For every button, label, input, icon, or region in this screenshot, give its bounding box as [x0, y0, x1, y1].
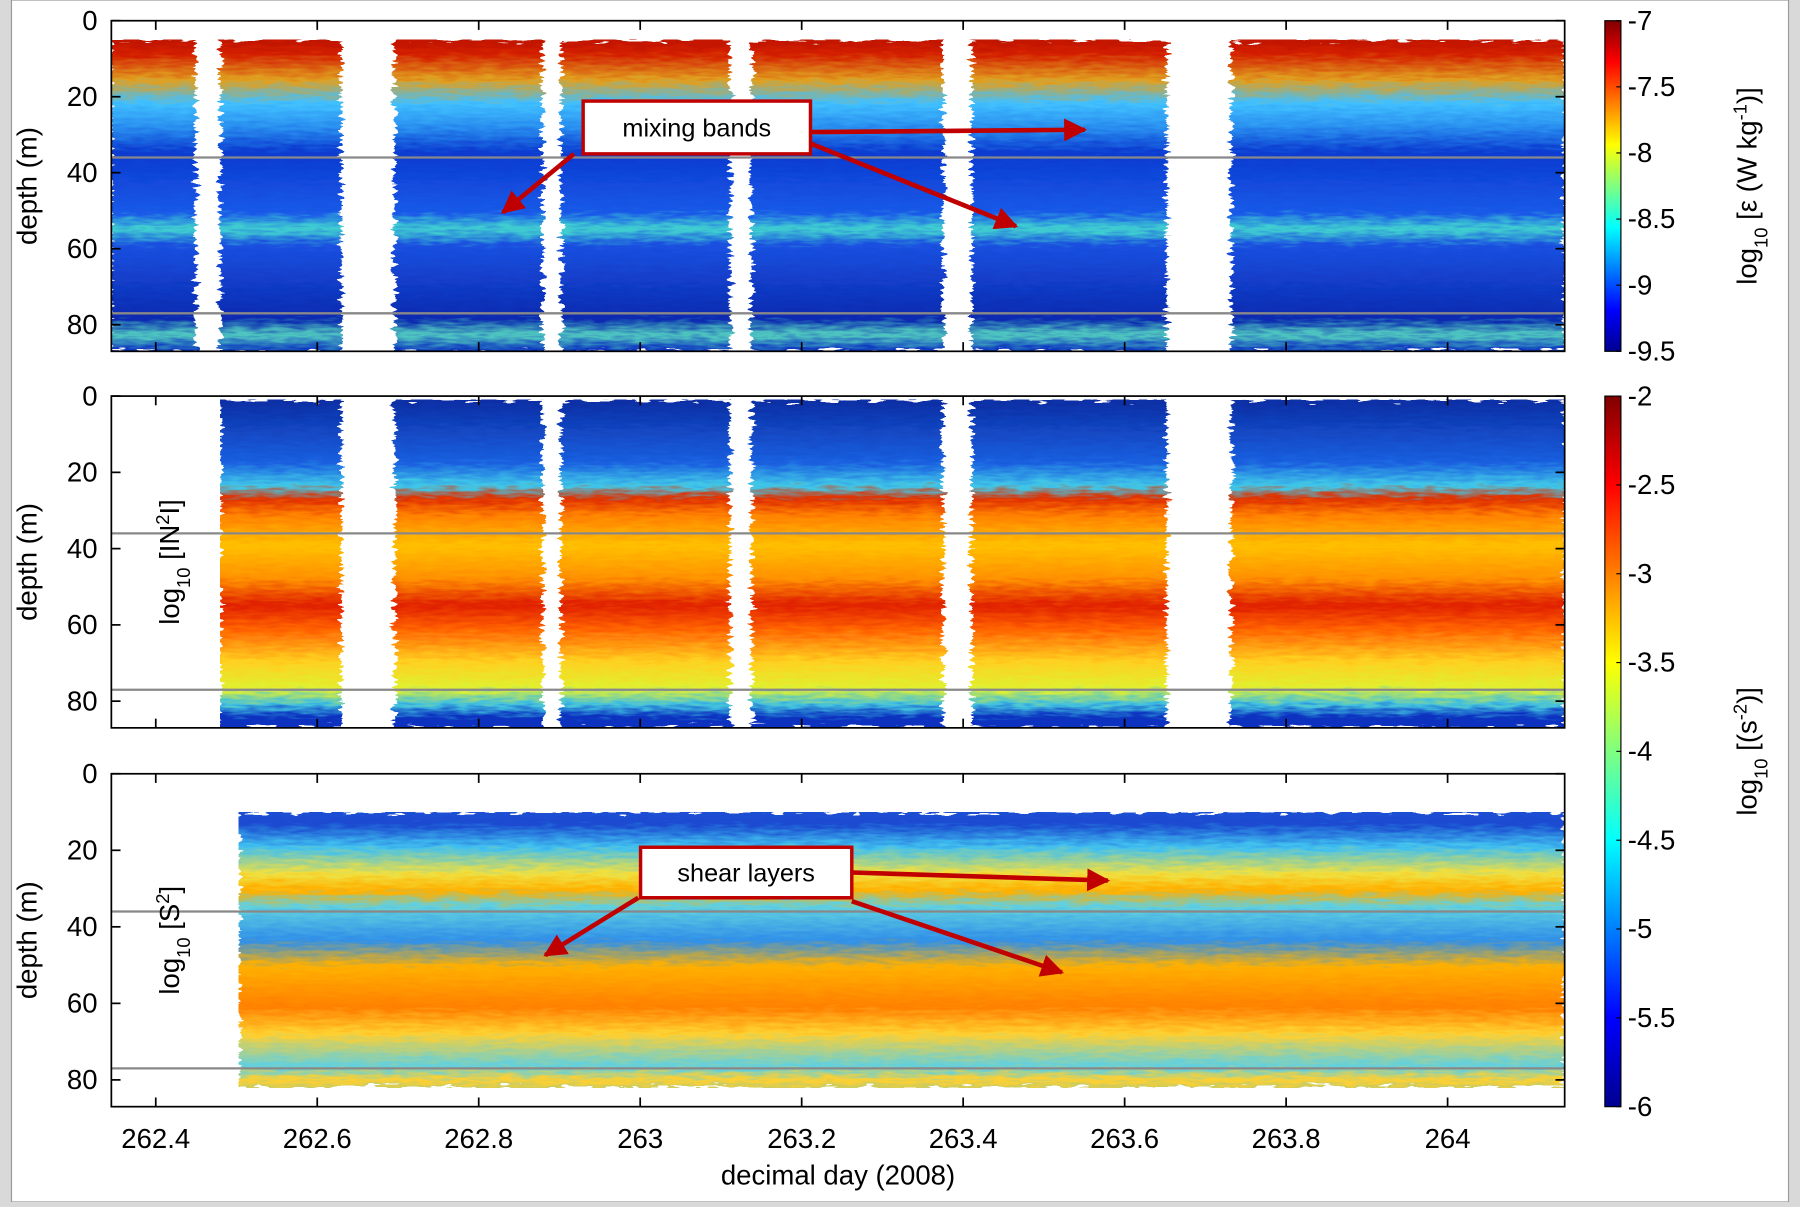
- y-tick-label: 40: [67, 533, 98, 564]
- colorbar-tick-label: -4.5: [1628, 824, 1675, 855]
- colorbar-tick-label: -8: [1628, 137, 1652, 168]
- label-part: )]: [1731, 87, 1762, 104]
- data-segment: [751, 399, 943, 728]
- y-tick-label: 0: [82, 5, 97, 36]
- data-segment: [220, 399, 342, 728]
- label-part: 10: [173, 937, 194, 957]
- colorbar-label: log10 [ε (W kg-1)]: [1729, 87, 1771, 285]
- y-tick-label: 80: [67, 1064, 98, 1095]
- plot-frame: [110, 19, 1566, 353]
- colorbar-tick-label: -6: [1628, 1091, 1652, 1122]
- annotation-arrow: [851, 868, 1111, 892]
- y-tick-label: 0: [82, 758, 97, 789]
- panel-label: log10 [S2]: [152, 886, 194, 995]
- annotation-box: [638, 845, 854, 900]
- x-tick-label: 263.2: [767, 1123, 836, 1154]
- label-part: ]: [154, 886, 185, 894]
- data-segment: [972, 39, 1167, 352]
- label-part: [(s: [1731, 720, 1762, 758]
- y-tick-label: 20: [67, 457, 98, 488]
- panel-label: log10 [IN2I]: [152, 499, 194, 625]
- data-segment: [972, 399, 1167, 728]
- colorbar-tick-label: -5.5: [1628, 1002, 1675, 1033]
- data-segment: [1231, 39, 1565, 352]
- heatmap-field: [220, 399, 1565, 728]
- label-part: 10: [1750, 228, 1771, 248]
- x-tick-label: 262.6: [283, 1123, 352, 1154]
- label-part: -1: [1729, 104, 1750, 120]
- y-axis-label: depth (m): [12, 503, 43, 621]
- y-tick-label: 60: [67, 233, 98, 264]
- data-segment: [238, 812, 1565, 1088]
- y-tick-label: 40: [67, 911, 98, 942]
- x-tick-label: 263: [617, 1123, 663, 1154]
- data-segment: [751, 39, 943, 352]
- y-tick-label: 60: [67, 988, 98, 1019]
- annotation-arrow: [810, 118, 1088, 142]
- colorbar-tick-label: -8.5: [1628, 203, 1675, 234]
- annotation-box: [581, 99, 813, 156]
- annotation-arrow: [501, 152, 576, 215]
- y-tick-label: 60: [67, 609, 98, 640]
- x-axis-label: decimal day (2008): [721, 1160, 955, 1191]
- data-segment: [561, 399, 730, 728]
- heatmap-field: [111, 39, 1565, 352]
- label-part: [S: [154, 904, 185, 938]
- label-part: log: [154, 958, 185, 995]
- x-tick-label: 263.8: [1252, 1123, 1321, 1154]
- label-part: 2: [152, 514, 173, 524]
- data-segment: [561, 39, 730, 352]
- colorbar-tick-label: -7: [1628, 5, 1652, 36]
- colorbar-tick-label: -7.5: [1628, 71, 1675, 102]
- colorbar-tick-label: -5: [1628, 913, 1652, 944]
- colorbar-tick-label: -3: [1628, 558, 1652, 589]
- x-tick-label: 262.8: [444, 1123, 513, 1154]
- annotation-arrow: [851, 899, 1065, 977]
- colorbar-tick-label: -4: [1628, 736, 1652, 767]
- colorbar-tick-label: -2: [1628, 380, 1652, 411]
- data-segment: [220, 39, 342, 352]
- y-tick-label: 20: [67, 834, 98, 865]
- x-tick-label: 263.4: [929, 1123, 998, 1154]
- annotation-text: mixing bands: [622, 115, 771, 143]
- label-part: log: [1731, 248, 1762, 285]
- heatmap-field: [238, 812, 1565, 1088]
- annotation-text: shear layers: [677, 860, 815, 888]
- colorbar-tick-label: -9: [1628, 269, 1652, 300]
- x-tick-label: 264: [1425, 1123, 1471, 1154]
- label-part: I]: [154, 499, 185, 514]
- data-segment: [111, 39, 196, 352]
- label-part: )]: [1731, 687, 1762, 704]
- label-part: 2: [152, 894, 173, 904]
- y-axis-label: depth (m): [12, 881, 43, 999]
- colorbar: [1604, 20, 1622, 352]
- label-part: 10: [173, 568, 194, 588]
- x-tick-label: 263.6: [1090, 1123, 1159, 1154]
- label-part: -2: [1729, 704, 1750, 720]
- label-part: [ε (W kg: [1731, 120, 1762, 227]
- y-tick-label: 80: [67, 685, 98, 716]
- data-segment: [394, 399, 543, 728]
- y-axis-label: depth (m): [12, 127, 43, 245]
- plot-frame: [110, 395, 1566, 729]
- colorbar-label: log10 [(s-2)]: [1729, 687, 1771, 816]
- annotation-arrow: [543, 895, 640, 958]
- label-part: log: [154, 588, 185, 625]
- data-segment: [1231, 399, 1565, 728]
- y-tick-label: 40: [67, 157, 98, 188]
- x-tick-label: 262.4: [121, 1123, 190, 1154]
- colorbar-tick-label: -2.5: [1628, 469, 1675, 500]
- plot-frame: [110, 772, 1566, 1108]
- y-tick-label: 80: [67, 309, 98, 340]
- colorbar-tick-label: -9.5: [1628, 336, 1675, 367]
- label-part: 10: [1750, 758, 1771, 778]
- label-part: [IN: [154, 525, 185, 568]
- label-part: log: [1731, 779, 1762, 816]
- y-tick-label: 20: [67, 81, 98, 112]
- colorbar-tick-label: -3.5: [1628, 647, 1675, 678]
- annotation-arrow: [809, 141, 1019, 230]
- y-tick-label: 0: [82, 380, 97, 411]
